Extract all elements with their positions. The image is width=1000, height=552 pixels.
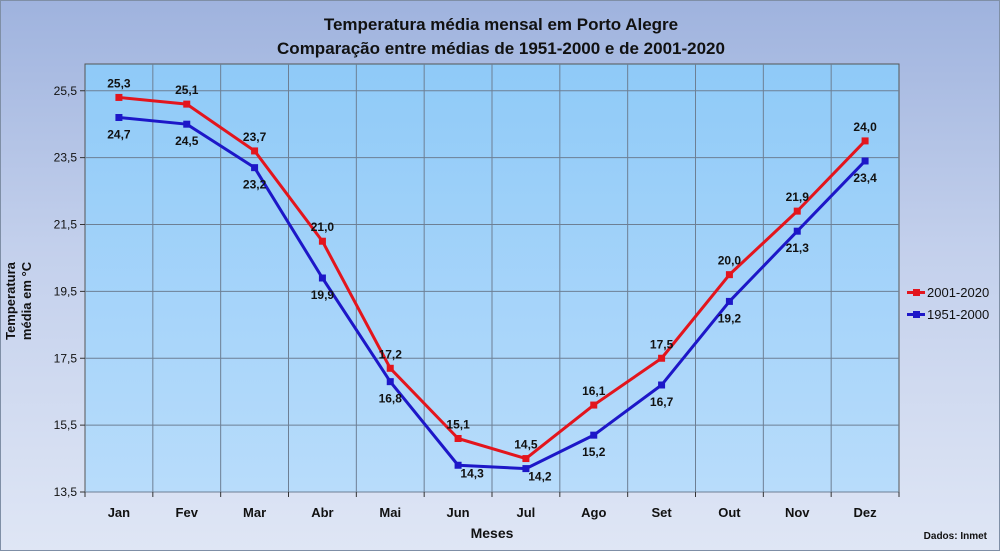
y-tick-label: 19,5 xyxy=(54,284,78,298)
data-label: 15,2 xyxy=(582,445,606,459)
y-tick-label: 21,5 xyxy=(54,218,78,232)
data-label: 24,0 xyxy=(853,120,877,134)
data-label: 25,3 xyxy=(107,76,131,90)
data-point xyxy=(793,207,801,215)
data-label: 14,2 xyxy=(528,470,552,484)
y-tick-label: 13,5 xyxy=(54,485,78,499)
legend: 2001-2020 1951-2000 xyxy=(907,281,989,325)
data-label: 14,3 xyxy=(460,466,484,480)
data-point xyxy=(861,137,869,145)
data-label: 21,0 xyxy=(311,220,335,234)
chart-title: Temperatura média mensal em Porto Alegre xyxy=(323,15,679,34)
data-point xyxy=(318,237,326,245)
legend-item-1951-2000: 1951-2000 xyxy=(907,303,989,325)
data-point xyxy=(454,461,462,469)
data-point xyxy=(183,100,191,108)
x-tick-label: Out xyxy=(718,505,741,520)
data-point xyxy=(658,354,666,362)
x-tick-label: Dez xyxy=(854,505,878,520)
data-point xyxy=(590,401,598,409)
y-tick-label: 15,5 xyxy=(54,418,78,432)
series-line-1951-2000 xyxy=(118,116,867,471)
data-point xyxy=(115,114,123,121)
data-point xyxy=(454,435,462,442)
data-label: 14,5 xyxy=(514,438,538,452)
data-label: 25,1 xyxy=(175,83,199,97)
x-tick-label: Jan xyxy=(108,505,130,520)
legend-swatch-red xyxy=(907,288,925,296)
data-label: 19,9 xyxy=(311,288,335,302)
data-point xyxy=(725,271,733,279)
x-tick-label: Jul xyxy=(517,505,536,520)
x-tick-label: Ago xyxy=(581,505,606,520)
data-point xyxy=(658,381,666,389)
data-point xyxy=(386,378,394,386)
data-label: 24,7 xyxy=(107,128,131,142)
series-line-2001-2020 xyxy=(118,95,867,461)
data-source: Dados: Inmet xyxy=(923,531,987,542)
data-label: 21,9 xyxy=(786,190,810,204)
data-label: 16,1 xyxy=(582,384,606,398)
data-label: 17,2 xyxy=(379,347,403,361)
data-point xyxy=(251,147,259,155)
data-point xyxy=(251,164,259,172)
data-label: 23,2 xyxy=(243,178,267,192)
data-label: 15,1 xyxy=(446,418,470,432)
x-tick-label: Jun xyxy=(447,505,470,520)
x-tick-label: Fev xyxy=(176,505,199,520)
data-label: 24,5 xyxy=(175,134,199,148)
data-label: 16,8 xyxy=(379,392,403,406)
legend-label: 2001-2020 xyxy=(927,284,990,300)
x-tick-label: Mai xyxy=(379,505,401,520)
legend-swatch-blue xyxy=(907,310,925,318)
legend-label: 1951-2000 xyxy=(927,306,990,322)
data-label: 19,2 xyxy=(718,311,742,325)
y-tick-label: 25,5 xyxy=(54,84,78,98)
x-tick-label: Mar xyxy=(243,505,266,520)
x-axis-label: Meses xyxy=(470,525,514,541)
data-label: 23,4 xyxy=(853,171,877,185)
data-label: 16,7 xyxy=(650,395,674,409)
data-point xyxy=(115,93,123,101)
chart-subtitle: Comparação entre médias de 1951-2000 e d… xyxy=(277,39,725,58)
x-tick-label: Abr xyxy=(311,505,333,520)
data-point xyxy=(522,465,530,473)
y-tick-label: 23,5 xyxy=(54,151,78,165)
y-tick-label: 17,5 xyxy=(54,351,78,365)
data-label: 20,0 xyxy=(718,254,742,268)
data-point xyxy=(793,227,801,235)
data-label: 21,3 xyxy=(786,241,810,255)
x-tick-label: Set xyxy=(651,505,672,520)
data-label: 23,7 xyxy=(243,130,267,144)
data-point xyxy=(590,431,598,439)
data-point xyxy=(318,274,326,282)
data-point xyxy=(522,455,530,463)
data-point xyxy=(386,364,394,372)
x-tick-label: Nov xyxy=(785,505,810,520)
data-point xyxy=(725,297,733,305)
legend-item-2001-2020: 2001-2020 xyxy=(907,281,989,303)
data-point xyxy=(183,120,191,128)
data-label: 17,5 xyxy=(650,337,674,351)
data-point xyxy=(861,157,869,165)
